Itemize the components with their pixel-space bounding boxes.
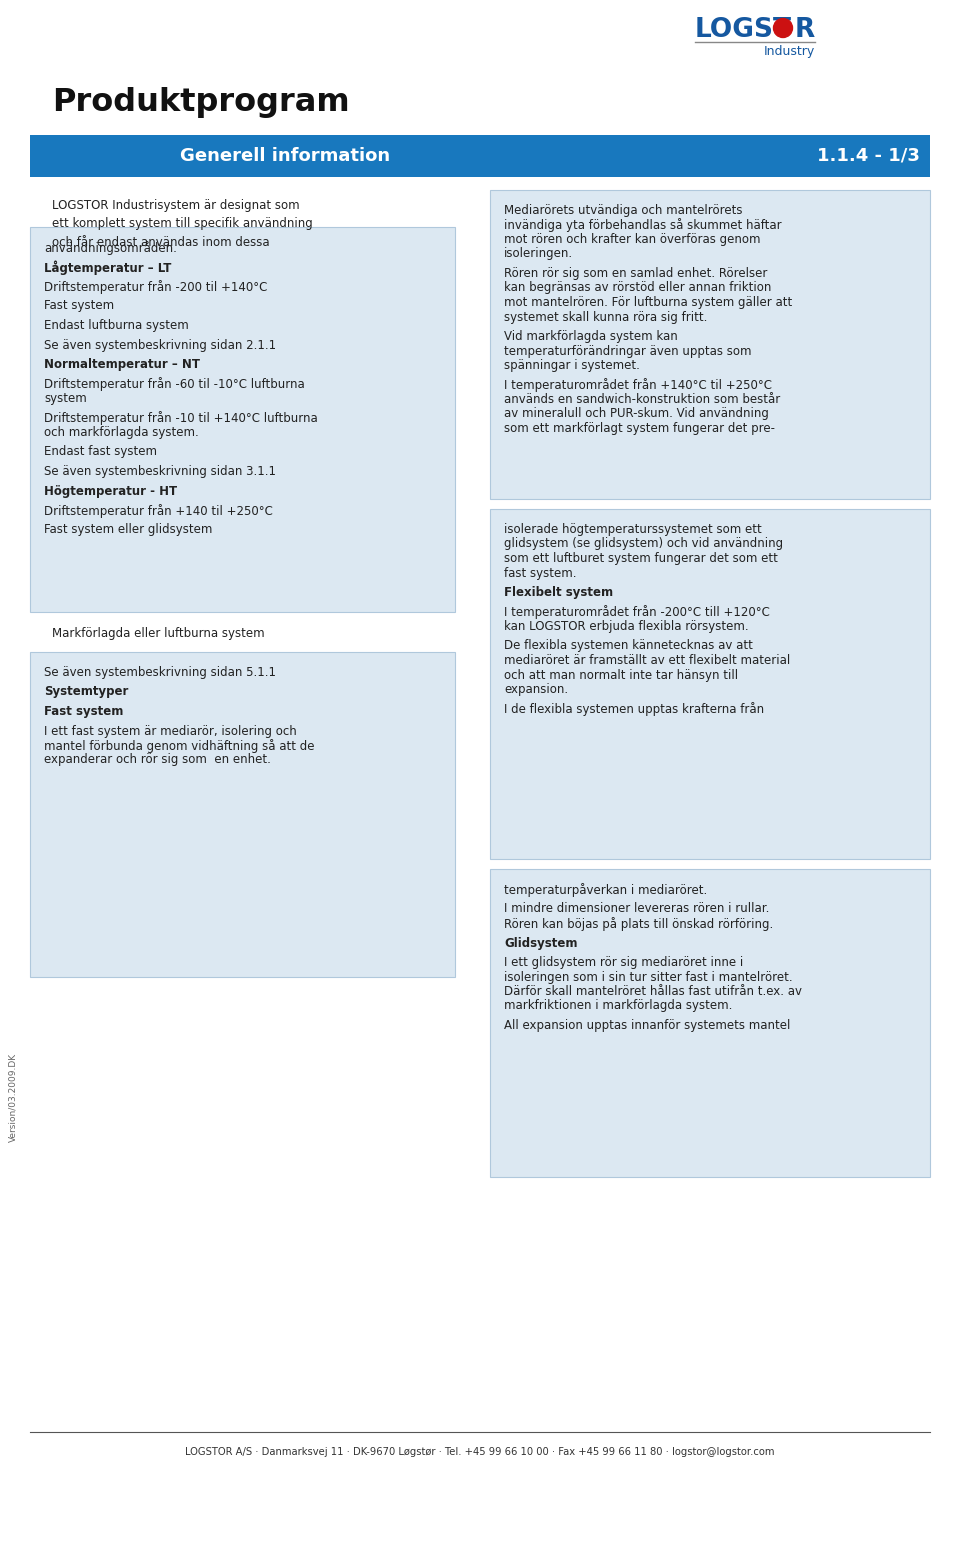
Text: system: system — [44, 391, 86, 405]
Text: invändiga yta förbehandlas så skummet häftar: invändiga yta förbehandlas så skummet hä… — [504, 218, 781, 232]
Text: De flexibla systemen kännetecknas av att: De flexibla systemen kännetecknas av att — [504, 639, 753, 653]
Text: används en sandwich-konstruktion som består: används en sandwich-konstruktion som bes… — [504, 393, 780, 405]
Text: LOGST: LOGST — [695, 17, 792, 43]
Text: fast system.: fast system. — [504, 566, 577, 580]
Bar — [490, 509, 930, 859]
Text: Systemtyper: Systemtyper — [44, 685, 129, 699]
Text: expansion.: expansion. — [504, 682, 568, 696]
Text: R: R — [795, 17, 815, 43]
Bar — [490, 869, 930, 1177]
Text: som ett markförlagt system fungerar det pre-: som ett markförlagt system fungerar det … — [504, 422, 775, 435]
Text: Se även systembeskrivning sidan 3.1.1: Se även systembeskrivning sidan 3.1.1 — [44, 466, 276, 478]
Text: kan LOGSTOR erbjuda flexibla rörsystem.: kan LOGSTOR erbjuda flexibla rörsystem. — [504, 620, 749, 633]
Text: Fast system: Fast system — [44, 300, 114, 312]
Text: mot rören och krafter kan överföras genom: mot rören och krafter kan överföras geno… — [504, 234, 760, 246]
Bar — [490, 190, 930, 500]
Text: Driftstemperatur från -60 til -10°C luftburna: Driftstemperatur från -60 til -10°C luft… — [44, 377, 304, 391]
Text: mantel förbunda genom vidhäftning så att de: mantel förbunda genom vidhäftning så att… — [44, 739, 315, 753]
Text: Driftstemperatur från -200 til +140°C: Driftstemperatur från -200 til +140°C — [44, 280, 268, 294]
Text: Lågtemperatur – LT: Lågtemperatur – LT — [44, 260, 172, 275]
Text: Version/03.2009.DK: Version/03.2009.DK — [9, 1052, 17, 1142]
Bar — [30, 227, 455, 613]
Text: Driftstemperatur från -10 til +140°C luftburna: Driftstemperatur från -10 til +140°C luf… — [44, 412, 318, 425]
Text: av mineralull och PUR-skum. Vid användning: av mineralull och PUR-skum. Vid användni… — [504, 407, 769, 421]
Text: I de flexibla systemen upptas krafterna från: I de flexibla systemen upptas krafterna … — [504, 702, 764, 716]
Text: I temperaturområdet från +140°C til +250°C: I temperaturområdet från +140°C til +250… — [504, 379, 772, 393]
Text: Därför skall mantelröret hållas fast utifrån t.ex. av: Därför skall mantelröret hållas fast uti… — [504, 985, 802, 998]
Text: I mindre dimensioner levereras rören i rullar.: I mindre dimensioner levereras rören i r… — [504, 902, 769, 916]
Text: glidsystem (se glidsystem) och vid användning: glidsystem (se glidsystem) och vid använ… — [504, 537, 783, 551]
Text: Vid markförlagda system kan: Vid markförlagda system kan — [504, 330, 678, 343]
Text: Driftstemperatur från +140 til +250°C: Driftstemperatur från +140 til +250°C — [44, 504, 273, 518]
Text: Fast system: Fast system — [44, 705, 124, 718]
Bar — [30, 651, 455, 978]
Text: I temperaturområdet från -200°C till +120°C: I temperaturområdet från -200°C till +12… — [504, 605, 770, 619]
Text: Högtemperatur - HT: Högtemperatur - HT — [44, 484, 178, 498]
Text: Normaltemperatur – NT: Normaltemperatur – NT — [44, 357, 200, 371]
Text: Generell information: Generell information — [180, 147, 390, 166]
Text: spänningar i systemet.: spänningar i systemet. — [504, 359, 640, 371]
Text: Endast luftburna system: Endast luftburna system — [44, 319, 189, 333]
Text: Se även systembeskrivning sidan 5.1.1: Se även systembeskrivning sidan 5.1.1 — [44, 667, 276, 679]
Text: LOGSTOR Industrisystem är designat som
ett komplett system till specifik användn: LOGSTOR Industrisystem är designat som e… — [52, 200, 313, 249]
Text: markfriktionen i markförlagda system.: markfriktionen i markförlagda system. — [504, 999, 732, 1012]
Text: Produktprogram: Produktprogram — [52, 87, 349, 118]
Text: mot mantelrören. För luftburna system gäller att: mot mantelrören. För luftburna system gä… — [504, 295, 792, 309]
Text: expanderar och rör sig som  en enhet.: expanderar och rör sig som en enhet. — [44, 753, 271, 766]
Text: kan begränsas av rörstöd eller annan friktion: kan begränsas av rörstöd eller annan fri… — [504, 282, 772, 294]
Text: I ett fast system är mediarör, isolering och: I ett fast system är mediarör, isolering… — [44, 724, 297, 738]
Text: I ett glidsystem rör sig mediaröret inne i: I ett glidsystem rör sig mediaröret inne… — [504, 956, 743, 968]
Text: 1.1.4 - 1/3: 1.1.4 - 1/3 — [817, 147, 920, 166]
Text: och att man normalt inte tar hänsyn till: och att man normalt inte tar hänsyn till — [504, 668, 738, 682]
Text: och markförlagda system.: och markförlagda system. — [44, 425, 199, 439]
Text: Markförlagda eller luftburna system: Markförlagda eller luftburna system — [52, 627, 265, 640]
Text: isoleringen.: isoleringen. — [504, 248, 573, 260]
Text: Flexibelt system: Flexibelt system — [504, 586, 613, 599]
Text: Se även systembeskrivning sidan 2.1.1: Se även systembeskrivning sidan 2.1.1 — [44, 339, 276, 351]
Text: mediaröret är framställt av ett flexibelt material: mediaröret är framställt av ett flexibel… — [504, 654, 790, 667]
Text: isolerade högtemperaturssystemet som ett: isolerade högtemperaturssystemet som ett — [504, 523, 761, 535]
Text: Mediarörets utvändiga och mantelrörets: Mediarörets utvändiga och mantelrörets — [504, 204, 742, 217]
Text: Rören rör sig som en samlad enhet. Rörelser: Rören rör sig som en samlad enhet. Rörel… — [504, 268, 767, 280]
Text: användningsområden.: användningsområden. — [44, 241, 177, 255]
Text: temperaturpåverkan i mediaröret.: temperaturpåverkan i mediaröret. — [504, 883, 708, 897]
Text: LOGSTOR A/S · Danmarksvej 11 · DK-9670 Løgstør · Tel. +45 99 66 10 00 · Fax +45 : LOGSTOR A/S · Danmarksvej 11 · DK-9670 L… — [185, 1446, 775, 1457]
Text: Glidsystem: Glidsystem — [504, 936, 578, 950]
Text: systemet skall kunna röra sig fritt.: systemet skall kunna röra sig fritt. — [504, 311, 708, 323]
Text: Industrу: Industrу — [764, 45, 815, 57]
Bar — [30, 135, 930, 176]
Text: All expansion upptas innanför systemets mantel: All expansion upptas innanför systemets … — [504, 1019, 790, 1032]
Text: Fast system eller glidsystem: Fast system eller glidsystem — [44, 523, 212, 537]
Text: isoleringen som i sin tur sitter fast i mantelröret.: isoleringen som i sin tur sitter fast i … — [504, 970, 793, 984]
Text: temperaturförändringar även upptas som: temperaturförändringar även upptas som — [504, 345, 752, 357]
Text: Endast fast system: Endast fast system — [44, 446, 157, 458]
Text: som ett luftburet system fungerar det som ett: som ett luftburet system fungerar det so… — [504, 552, 778, 565]
Text: Rören kan böjas på plats till önskad rörföring.: Rören kan böjas på plats till önskad rör… — [504, 917, 773, 931]
Circle shape — [774, 19, 793, 37]
